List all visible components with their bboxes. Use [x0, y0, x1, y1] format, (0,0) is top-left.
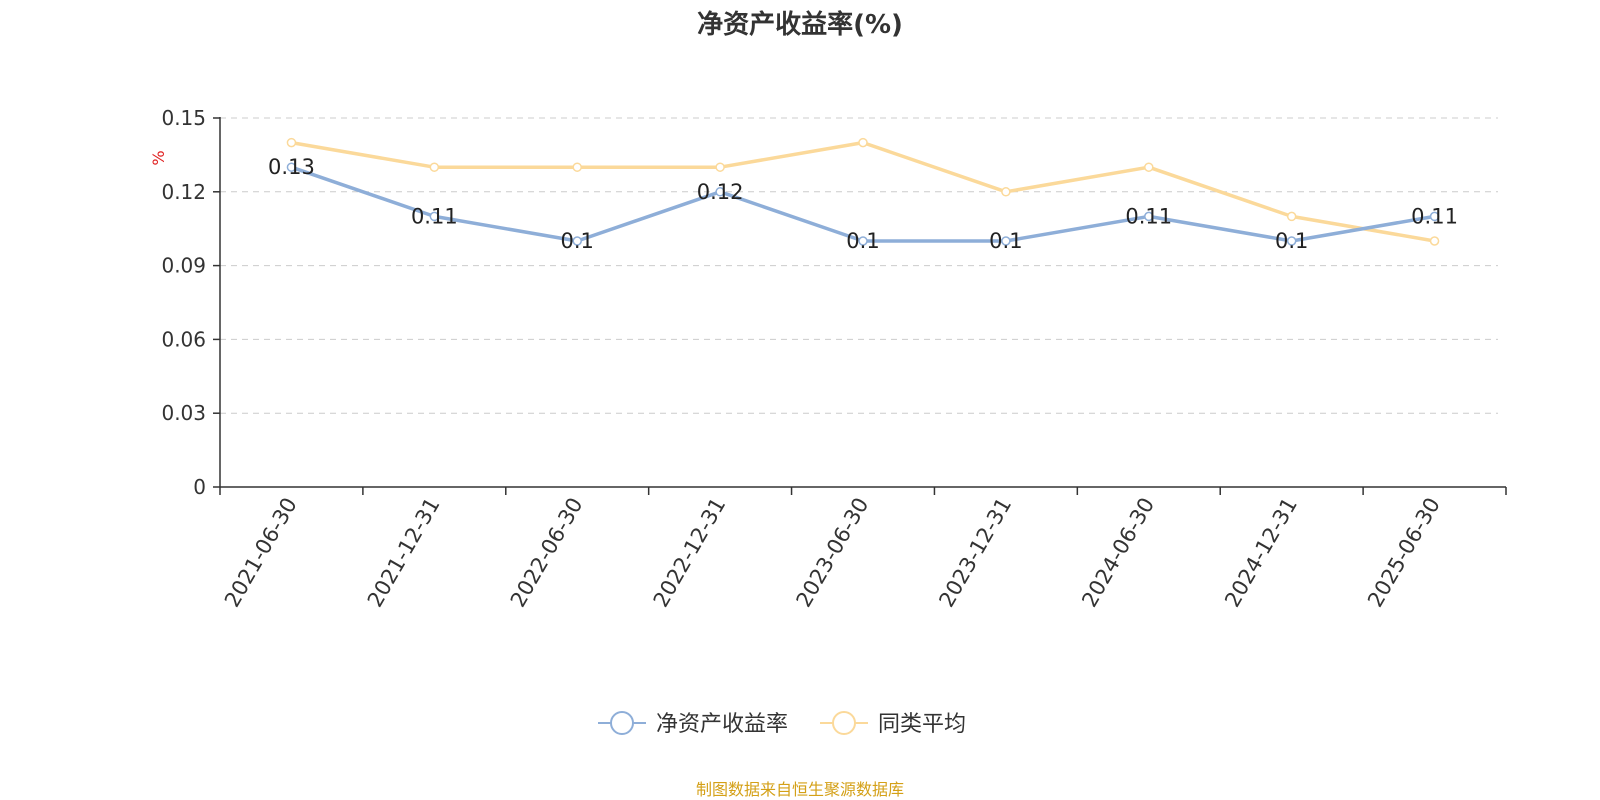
legend-item-0[interactable]: 净资产收益率	[598, 711, 788, 737]
y-axis-label: %	[149, 150, 168, 165]
series-0-point[interactable]	[1001, 236, 1011, 246]
data-source-note: 制图数据来自恒生聚源数据库	[695, 780, 904, 799]
x-tick-label: 2025-06-30	[1363, 494, 1445, 612]
legend-circle-icon	[610, 711, 634, 735]
x-tick-label: 2024-12-31	[1220, 494, 1302, 612]
data-label: 0.1	[846, 229, 879, 253]
data-label: 0.1	[561, 229, 594, 253]
data-label: 0.11	[1125, 204, 1172, 228]
series-0-point[interactable]	[1144, 211, 1154, 222]
series-0-point[interactable]	[1429, 211, 1440, 222]
y-tick-label: 0.03	[161, 401, 206, 425]
series-1-point[interactable]	[1286, 211, 1297, 222]
series-1-point[interactable]	[1001, 187, 1011, 197]
x-tick-label: 2024-06-30	[1077, 494, 1159, 612]
series-layer	[286, 137, 1440, 246]
data-labels: 0.13 0.11 0.1 0.12 0.1 0.1 0.11 0.1 0.11	[268, 155, 1458, 253]
x-tick-label: 2023-12-31	[934, 494, 1016, 612]
series-0-point[interactable]	[429, 211, 440, 222]
x-tick-label: 2022-06-30	[506, 494, 588, 612]
data-label: 0.1	[989, 229, 1022, 253]
axes: 0 0.03 0.06 0.09 0.12 0.15% 2021-06-30 2021-12-…	[149, 106, 1507, 612]
data-label: 0.11	[411, 204, 458, 228]
series-1-point[interactable]	[572, 162, 582, 172]
series-1-point[interactable]	[715, 162, 725, 172]
series-1-point[interactable]	[286, 137, 297, 148]
series-0-point[interactable]	[858, 236, 868, 246]
legend[interactable]: 净资产收益率 同类平均	[598, 711, 966, 737]
chart-title: 净资产收益率(%)	[697, 10, 903, 40]
series-0-point[interactable]	[286, 162, 297, 172]
series-0-point[interactable]	[1286, 236, 1297, 246]
legend-item-1[interactable]: 同类平均	[820, 711, 966, 737]
series-1-point[interactable]	[1429, 236, 1440, 246]
data-label: 0.11	[1411, 204, 1458, 228]
x-tick-label: 2021-06-30	[220, 494, 302, 612]
y-tick-label: 0.12	[161, 180, 206, 204]
data-label: 0.12	[697, 180, 744, 204]
x-tick-label: 2022-12-31	[649, 494, 731, 612]
x-tick-label: 2021-12-31	[363, 494, 445, 612]
grid-lines	[220, 117, 1498, 414]
y-tick-label: 0.09	[161, 254, 206, 278]
y-tick-label: 0.15	[161, 106, 206, 130]
y-tick-label: 0.06	[161, 327, 206, 351]
legend-label: 同类平均	[878, 712, 966, 737]
data-label: 0.1	[1275, 229, 1308, 253]
series-0-point[interactable]	[715, 187, 725, 197]
legend-circle-icon	[832, 711, 856, 735]
series-1-point[interactable]	[858, 137, 868, 148]
legend-label: 净资产收益率	[656, 712, 788, 737]
series-1-point[interactable]	[1144, 162, 1154, 172]
y-tick-label: 0	[193, 475, 206, 499]
series-0-point[interactable]	[572, 236, 582, 246]
x-tick-label: 2023-06-30	[792, 494, 874, 612]
data-label: 0.13	[268, 155, 315, 179]
series-1-point[interactable]	[429, 162, 440, 172]
